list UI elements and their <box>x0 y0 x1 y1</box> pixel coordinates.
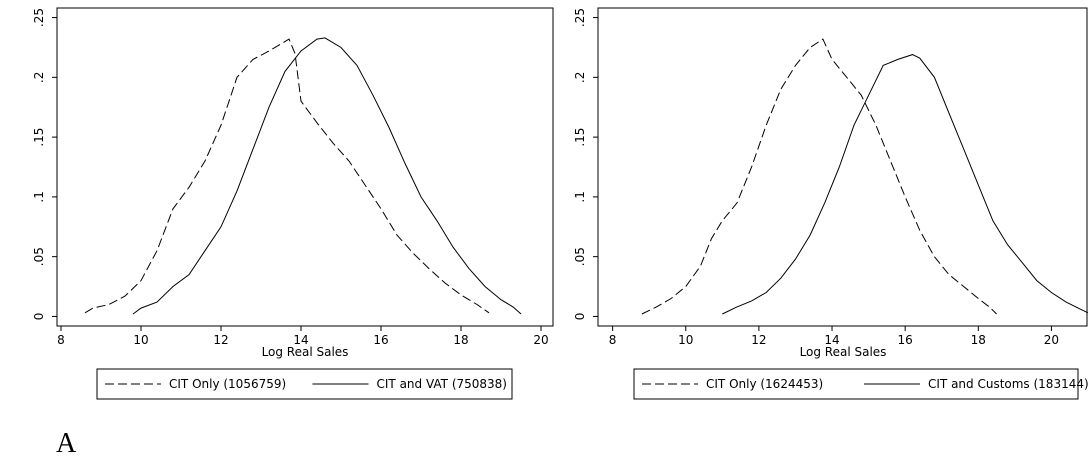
legend-box <box>633 368 1079 400</box>
y-tick-label: 0 <box>573 313 587 321</box>
x-tick-label: 10 <box>678 333 693 347</box>
x-axis-label: Log Real Sales <box>262 345 349 359</box>
legend-box <box>96 368 513 400</box>
y-tick-label: .1 <box>32 191 46 202</box>
y-tick-label: .2 <box>32 72 46 83</box>
density-line <box>722 54 1088 315</box>
legend-label: CIT Only (1624453) <box>706 377 823 391</box>
x-tick-label: 14 <box>824 333 839 347</box>
y-tick-label: .1 <box>573 191 587 202</box>
y-tick-label: .25 <box>32 8 46 27</box>
y-tick-label: .15 <box>32 128 46 147</box>
x-tick-label: 16 <box>898 333 913 347</box>
panel-label: A <box>56 428 77 459</box>
x-tick-label: 20 <box>533 333 548 347</box>
legend-label: CIT Only (1056759) <box>169 377 286 391</box>
x-tick-label: 20 <box>1044 333 1059 347</box>
x-tick-label: 10 <box>133 333 148 347</box>
plot-frame <box>597 7 1088 327</box>
density-line <box>84 38 490 314</box>
plot-frame <box>56 7 554 327</box>
density-line <box>641 38 997 315</box>
x-tick-label: 16 <box>373 333 388 347</box>
x-tick-label: 18 <box>971 333 986 347</box>
x-tick-label: 18 <box>453 333 468 347</box>
x-axis-label: Log Real Sales <box>800 345 887 359</box>
x-tick-label: 8 <box>609 333 617 347</box>
y-tick-label: 0 <box>32 313 46 321</box>
y-tick-label: .15 <box>573 128 587 147</box>
density-line <box>132 37 522 315</box>
y-tick-label: .05 <box>573 247 587 266</box>
x-tick-label: 8 <box>57 333 65 347</box>
x-tick-label: 12 <box>751 333 766 347</box>
legend-label: CIT and VAT (750838) <box>377 377 508 391</box>
x-tick-label: 14 <box>293 333 308 347</box>
x-tick-label: 12 <box>213 333 228 347</box>
y-tick-label: .25 <box>573 8 587 27</box>
y-tick-label: .05 <box>32 247 46 266</box>
legend-label: CIT and Customs (183144) <box>928 377 1088 391</box>
y-tick-label: .2 <box>573 72 587 83</box>
